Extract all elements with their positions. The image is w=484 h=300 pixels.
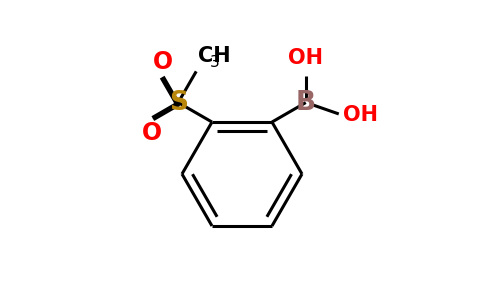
Text: 3: 3 <box>210 55 219 70</box>
Text: OH: OH <box>343 104 378 124</box>
Text: CH: CH <box>198 46 230 66</box>
Text: B: B <box>296 89 316 116</box>
Text: S: S <box>169 89 188 116</box>
Text: O: O <box>142 121 162 145</box>
Text: O: O <box>153 50 173 74</box>
Text: OH: OH <box>288 48 323 68</box>
